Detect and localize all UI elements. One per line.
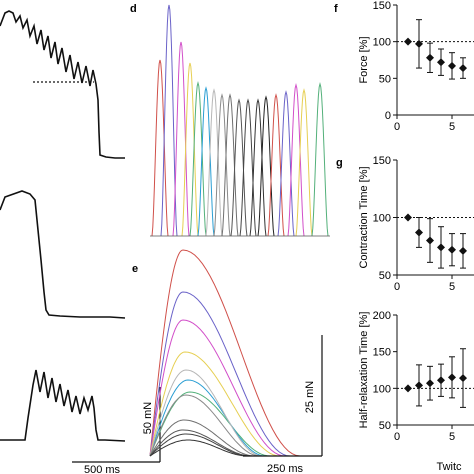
y-axis-label: Contraction Time [%] — [358, 166, 370, 268]
panel-label-d: d — [130, 3, 137, 15]
x-tick-label: 0 — [394, 431, 400, 443]
overlaid-twitch — [149, 429, 253, 457]
x-tick-label: 5 — [449, 121, 455, 133]
y-tick-label: 100 — [373, 37, 391, 49]
overlaid-twitch — [149, 379, 266, 457]
chart-h: 50 100 150 200 0 5 Half-relaxation Time [%] — [358, 310, 474, 443]
twitch-peak — [277, 90, 295, 237]
trace-top — [0, 10, 125, 159]
scale-label-time-e: 250 ms — [267, 463, 304, 474]
data-point — [404, 213, 412, 222]
x-tick-label: 0 — [394, 281, 400, 293]
data-point — [415, 381, 423, 390]
scale-label-force: 50 mN — [142, 402, 154, 434]
trace-middle — [0, 190, 126, 319]
x-axis-label-partial: Twitc — [436, 461, 462, 473]
y-axis-label: Half-relaxation Time [%] — [358, 312, 370, 429]
overlaid-twitch — [149, 419, 256, 457]
twitch-peak — [160, 4, 178, 237]
overlaid-twitch — [149, 249, 301, 457]
panel-d: d — [130, 3, 330, 237]
twitch-peak — [230, 98, 248, 237]
twitch-peak — [287, 83, 305, 237]
overlaid-twitch — [149, 391, 271, 457]
data-point — [448, 61, 456, 70]
overlaid-twitch — [149, 394, 261, 457]
panel-label-e: e — [132, 263, 138, 275]
twitch-peak — [181, 62, 199, 237]
twitch-peaks — [151, 4, 329, 237]
data-point — [448, 245, 456, 254]
y-tick-label: 150 — [373, 155, 391, 167]
y-tick-label: 50 — [379, 420, 391, 432]
data-point — [459, 374, 467, 383]
y-tick-label: 100 — [373, 213, 391, 225]
data-point — [437, 243, 445, 252]
data-point — [426, 236, 434, 245]
y-tick-label: 200 — [373, 310, 391, 322]
twitch-peak — [213, 93, 231, 237]
panel-e: e 25 mN 250 ms — [132, 249, 323, 474]
twitch-peak — [205, 88, 223, 237]
y-tick-label: 100 — [373, 383, 391, 395]
overlaid-twitch — [149, 439, 248, 457]
panel-label-g: g — [336, 157, 343, 169]
chart-f: 0 50 100 150 0 5 Force [%] — [358, 0, 474, 133]
twitch-peak — [239, 98, 257, 237]
x-tick-label: 5 — [449, 431, 455, 443]
twitch-peak — [267, 93, 285, 237]
overlaid-twitch — [149, 433, 251, 457]
data-point — [426, 53, 434, 62]
data-point — [415, 228, 423, 237]
y-tick-label: 150 — [373, 0, 391, 12]
left-traces: 50 mN 500 ms — [0, 10, 161, 474]
data-point — [404, 37, 412, 46]
twitch-peak — [257, 95, 275, 237]
x-tick-label: 0 — [394, 121, 400, 133]
y-tick-label: 50 — [379, 73, 391, 85]
overlaid-twitch — [149, 319, 286, 457]
chart-g: 50 100 150 0 5 Contraction Time [%] — [358, 155, 474, 293]
y-tick-label: 150 — [373, 347, 391, 359]
twitch-peak — [172, 41, 190, 237]
twitch-peak — [151, 59, 169, 237]
scale-label-force-e: 25 mN — [304, 381, 316, 413]
twitch-peak — [221, 93, 239, 237]
twitch-peak — [197, 86, 215, 237]
data-point — [459, 64, 467, 73]
y-axis-label: Force [%] — [358, 36, 370, 83]
overlaid-twitch — [149, 369, 263, 457]
scale-label-time: 500 ms — [84, 464, 121, 474]
data-point — [437, 58, 445, 67]
y-tick-label: 0 — [385, 110, 391, 122]
data-point — [415, 39, 423, 48]
data-point — [426, 379, 434, 388]
x-tick-label: 5 — [449, 281, 455, 293]
panel-label-f: f — [334, 3, 338, 15]
data-point — [437, 376, 445, 385]
overlaid-twitch — [149, 291, 291, 457]
trace-bottom — [0, 369, 126, 442]
y-tick-label: 50 — [379, 270, 391, 282]
data-point — [404, 384, 412, 393]
overlaid-twitches — [149, 249, 301, 457]
twitch-peak — [295, 88, 313, 237]
twitch-peak — [249, 98, 267, 237]
twitch-peak — [189, 81, 207, 237]
twitch-peak — [311, 82, 329, 237]
data-point — [459, 246, 467, 255]
data-point — [448, 373, 456, 382]
overlaid-twitch — [149, 351, 281, 457]
